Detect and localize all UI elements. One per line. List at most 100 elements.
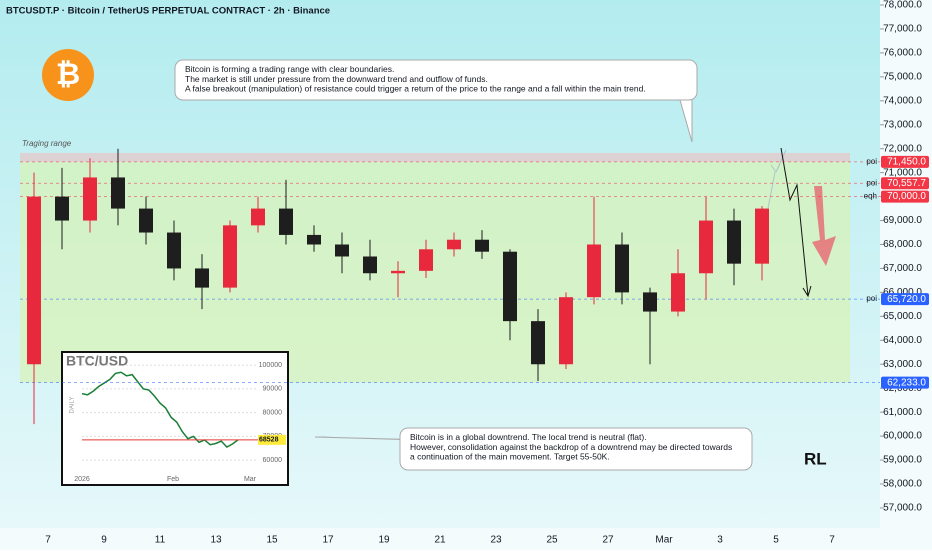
candle-body [223,225,237,288]
logo [42,49,94,101]
x-tick-label: 19 [378,535,390,546]
y-tick-label: 64,000.0 [883,335,922,346]
arrow [770,149,787,173]
inset-side-label: DAILY [70,397,76,414]
inset-price-line [81,371,239,449]
candle-body [587,244,601,298]
level-tag: poi [866,294,877,303]
y-tick-label: 76,000.0 [883,48,922,59]
x-tick-label: 9 [101,535,107,546]
y-tick-label: 78,000.0 [883,0,922,11]
y-tick-label: 60,000.0 [883,431,922,442]
candle-body [755,208,769,264]
candle-body [307,234,321,245]
y-tick-label: 72,000.0 [883,143,922,154]
y-tick-label: 58,000.0 [883,479,922,490]
x-tick-label: 7 [45,535,51,546]
x-tick-label: 7 [829,535,835,546]
x-tick-label: 13 [210,535,222,546]
y-tick-label: 63,000.0 [883,359,922,370]
inset-x-tick-label: 2026 [74,476,90,483]
candle-body [83,177,97,221]
level-tag: poi [866,178,877,187]
inset-title: BTC/USD [66,353,128,369]
candle-body [475,239,489,252]
y-tick-label: 73,000.0 [883,119,922,130]
x-tick-label: 5 [773,535,779,546]
price-label-bg [881,155,929,168]
y-tick-label: 57,000.0 [883,503,922,514]
inset-y-tick-label: 100000 [259,362,282,369]
x-tick-label: 15 [266,535,278,546]
callout [399,427,753,471]
x-tick-label: 11 [155,535,166,546]
x-tick-label: 27 [602,535,614,546]
candle-body [251,208,265,226]
candle-body [643,292,657,312]
range-box [20,161,850,383]
chart-title: BTCUSDT.P · Bitcoin / TetherUS PERPETUAL… [6,6,330,17]
candle-body [195,268,209,288]
inset-frame [61,351,289,486]
level-tag: poi [866,157,877,166]
candle-body [559,297,573,365]
price-label-bg [881,177,929,190]
x-tick-label: 25 [546,535,558,546]
logo-symbol: ₿ [56,58,80,91]
candle-body [419,249,433,271]
price-label: 70,557.7 [887,178,926,189]
candle-body [55,196,69,221]
y-tick-label: 74,000.0 [883,95,922,106]
candle-body [615,244,629,293]
range-label: Traging range [22,139,72,148]
inset-x-tick-label: Feb [167,476,179,483]
x-tick-label: 3 [717,535,723,546]
y-tick-label: 77,000.0 [883,24,922,35]
y-tick-label: 68,000.0 [883,239,922,250]
callout-pointer [679,99,693,143]
candle-body [363,256,377,274]
price-label-bg [881,293,929,306]
time-axis [0,528,880,550]
price-label: 70,000.0 [887,191,926,202]
price-label-bg [881,190,929,203]
level-tag: eqh [864,192,877,201]
y-tick-label: 65,000.0 [883,311,922,322]
inset-price-label: 68528 [259,437,279,444]
price-label: 65,720.0 [887,294,926,305]
candle-body [391,270,405,274]
candle-body [139,208,153,233]
inset-y-tick-label: 80000 [263,409,283,416]
x-tick-label: 21 [434,535,446,546]
price-label: 62,233.0 [887,377,926,388]
candle-body [503,251,517,322]
candle-body [167,232,181,269]
y-tick-label: 69,000.0 [883,215,922,226]
y-tick-label: 75,000.0 [883,71,922,82]
inset-y-tick-label: 60000 [263,457,283,464]
x-tick-label: 17 [322,535,334,546]
candle-body [447,239,461,250]
inset-y-tick-label: 90000 [263,386,283,393]
watermark: RL [804,449,827,468]
callout [174,59,698,101]
y-tick-label: 71,000.0 [883,167,922,178]
candle-body [671,273,685,312]
arrow [780,147,812,298]
candle-body [727,220,741,264]
price-axis [880,0,932,550]
candle-body [27,196,41,365]
candle-body [111,177,125,209]
y-tick-label: 67,000.0 [883,263,922,274]
candle-body [335,244,349,257]
candle-body [699,220,713,274]
x-tick-label: 23 [490,535,502,546]
price-label: 71,450.0 [887,157,926,168]
inset-price-bg [258,434,286,445]
annotation: Bitcoin is in a global downtrend. The lo… [410,432,732,462]
annotation: Bitcoin is forming a trading range with … [185,64,646,94]
resistance-band [20,152,850,162]
inset-x-tick-label: Mar [244,476,257,483]
x-tick-label: Mar [655,535,673,546]
